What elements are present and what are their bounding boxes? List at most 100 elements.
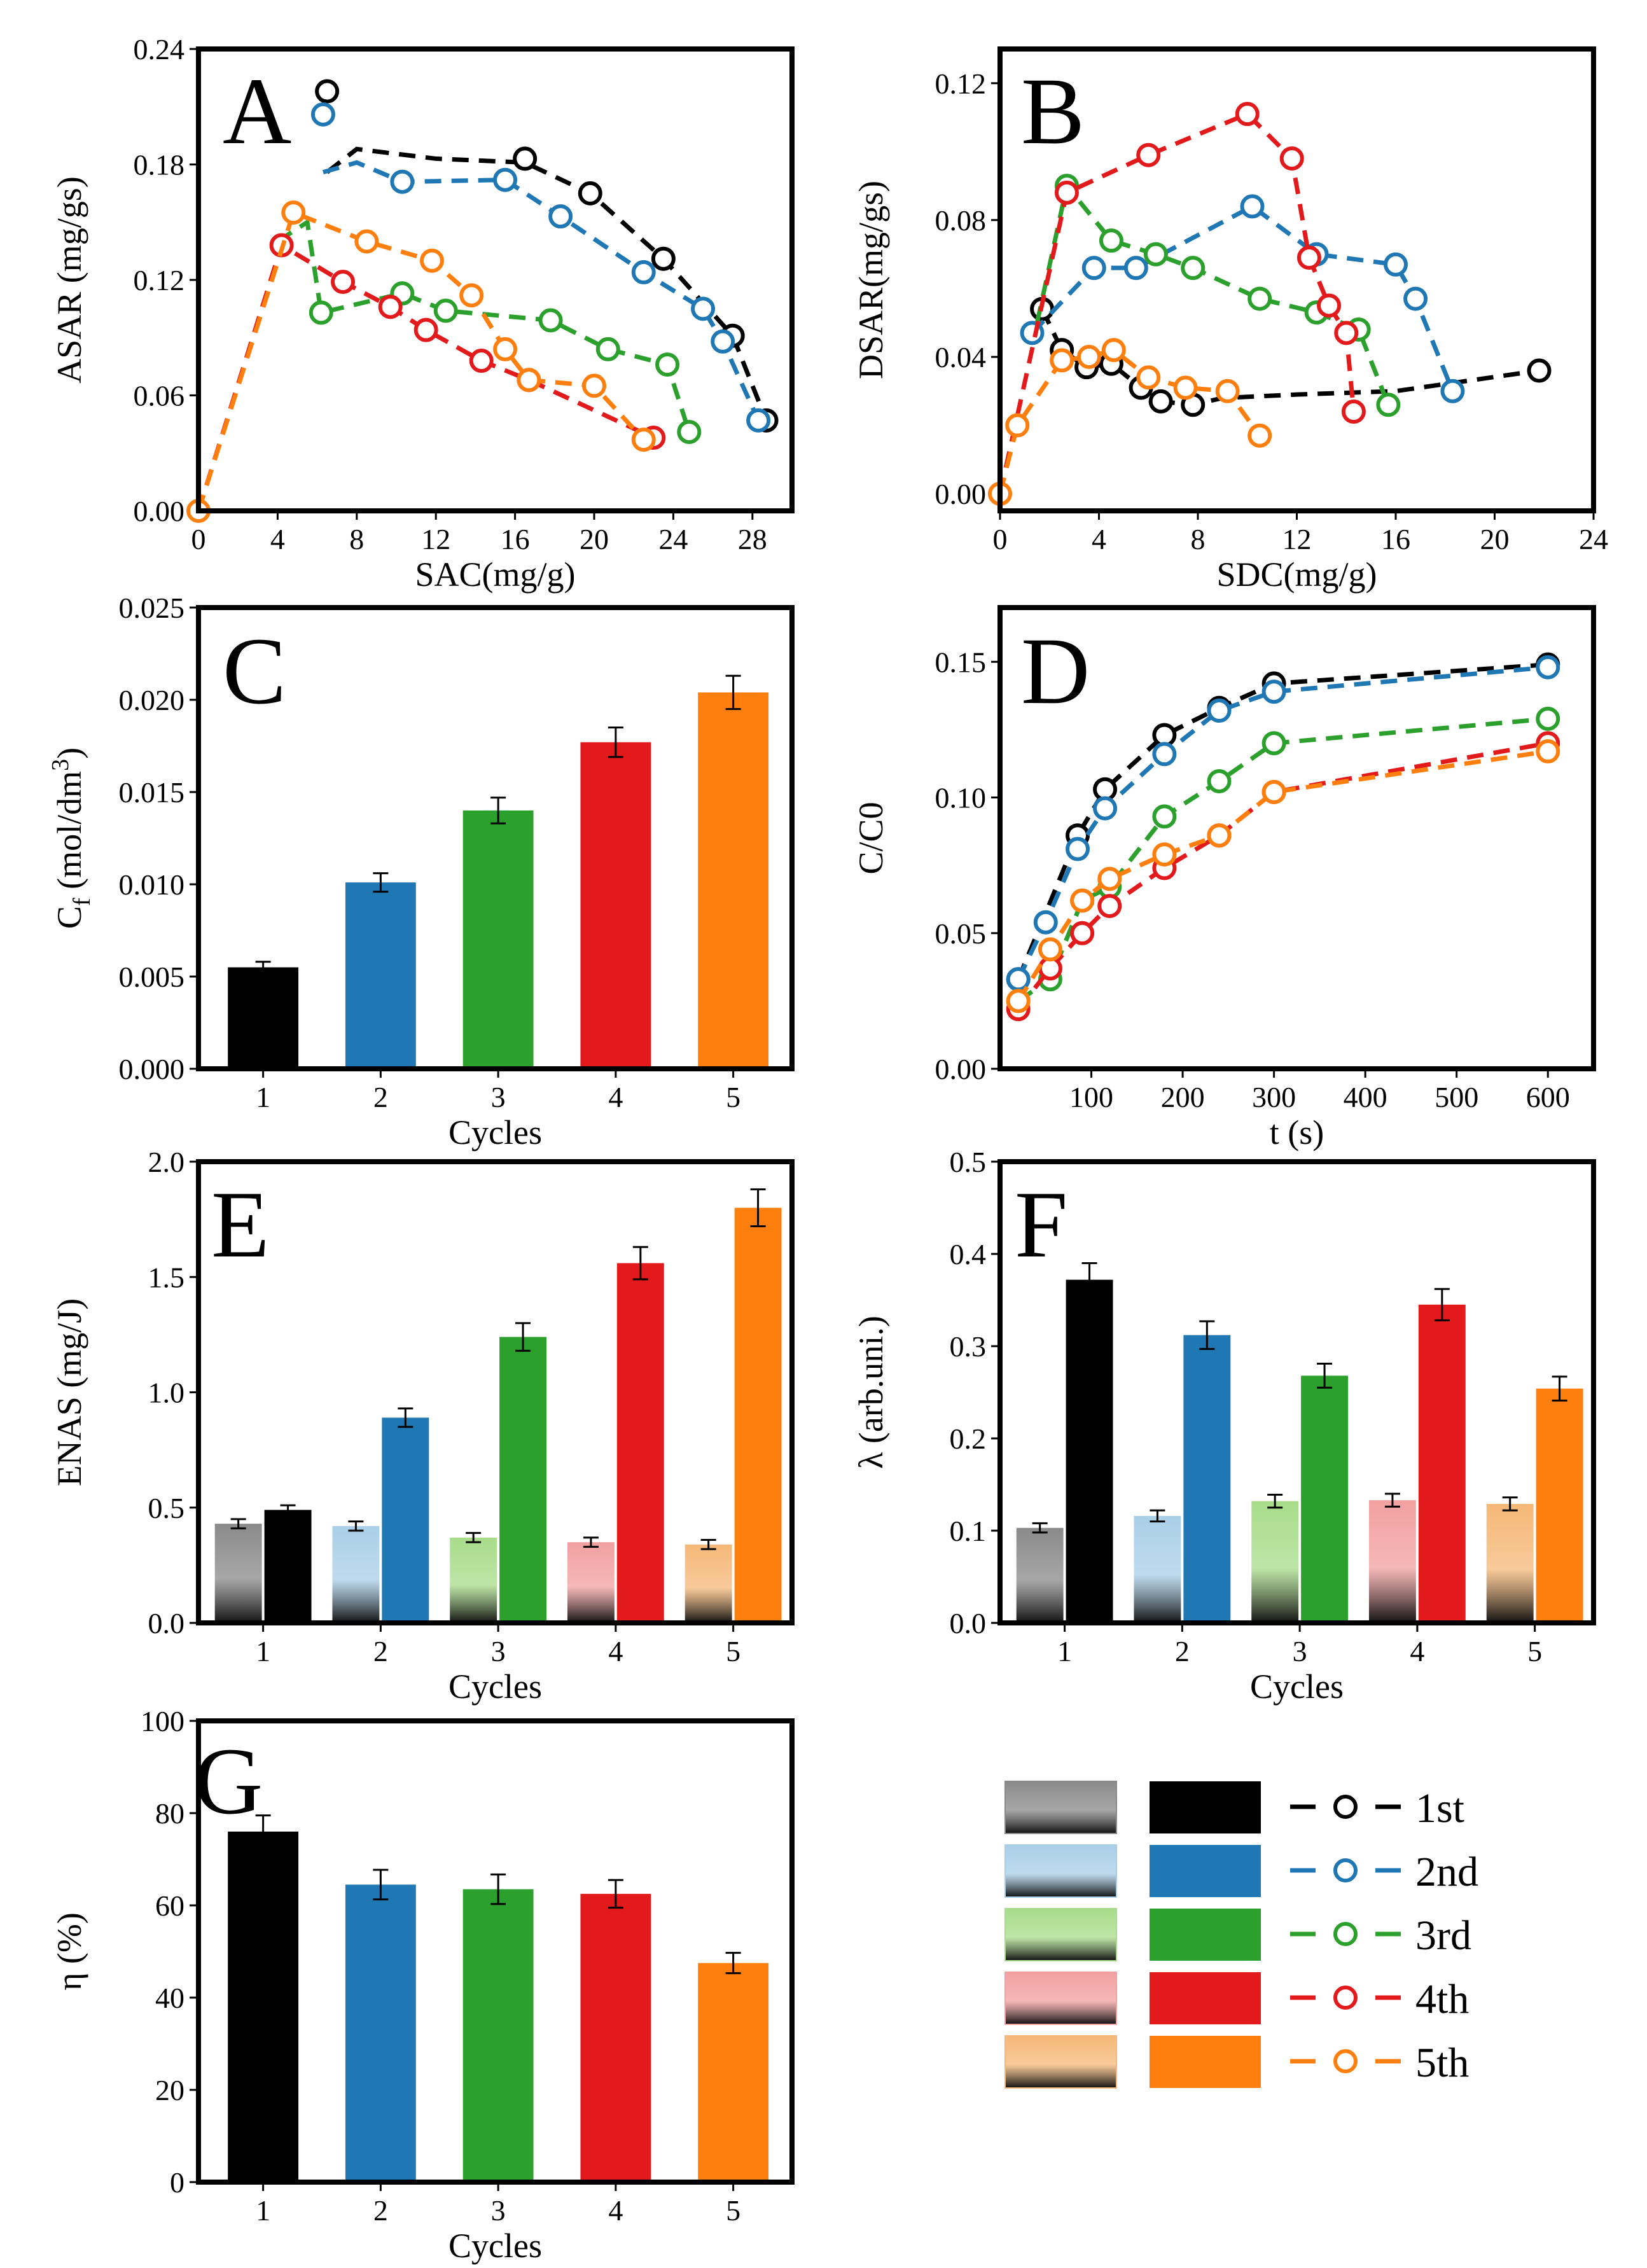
y-axis-label: ENAS (mg/J) <box>50 1298 88 1487</box>
legend-label-2nd: 2nd <box>1415 1849 1478 1895</box>
panel-E: 1 2 3 4 5 0.0 0.5 1.0 1.5 2.0 E ENAS (mg/J) Cycles <box>50 1146 795 1706</box>
series-1st-point <box>651 246 676 271</box>
series-2nd-point <box>390 169 415 194</box>
x-tick-label: 5 <box>1527 1635 1542 1667</box>
series-5th-point <box>1050 348 1074 373</box>
series-1st-point <box>513 146 538 171</box>
legend-dark-swatch-3rd <box>1150 1909 1261 1961</box>
x-tick-label: 2 <box>373 1635 388 1667</box>
y-tick-label: 0.0 <box>950 1607 987 1639</box>
series-2nd-point <box>1123 256 1148 281</box>
legend-marker-4th <box>1333 1986 1358 2010</box>
bar-dark-2 <box>1183 1335 1231 1623</box>
bar-5 <box>698 1963 769 2182</box>
plot-frame <box>196 1159 795 1625</box>
legend-label-1st: 1st <box>1415 1785 1464 1832</box>
panel-D: 100 200 300 400 500 600 0.00 0.05 0.10 0.15 D C/C0 t… <box>852 605 1596 1151</box>
x-tick-label: 20 <box>1480 523 1510 555</box>
bar-4 <box>580 742 651 1069</box>
series-5th-point <box>1215 379 1240 403</box>
series-3rd-point <box>538 308 563 333</box>
series-2nd-point <box>631 260 656 284</box>
bar-dark-5 <box>1536 1388 1583 1623</box>
legend-light-swatch-2nd <box>1004 1844 1117 1898</box>
x-axis-label: Cycles <box>1250 1667 1344 1706</box>
series-5th-line <box>997 347 1262 494</box>
series-5th-point <box>1261 780 1286 804</box>
x-axis-label: t (s) <box>1270 1113 1324 1151</box>
legend-marker-3rd <box>1333 1922 1358 1946</box>
y-tick-label: 0.5 <box>950 1146 987 1178</box>
series-5th-point <box>1070 888 1095 913</box>
series-4th-point <box>469 349 494 373</box>
series-2nd-point <box>310 102 335 127</box>
series-4th-point <box>1097 894 1122 919</box>
series-5th-point <box>1076 345 1101 369</box>
series-4th-point <box>1341 400 1366 424</box>
panel-A: 0 4 8 12 16 20 24 28 0.00 0.06 0.12 0.18 0.24 A ASAR (… <box>50 33 795 594</box>
y-axis-label: Cf (mol/dm3) <box>47 748 95 929</box>
bar-dark-3 <box>499 1337 547 1623</box>
y-tick-label: 0.4 <box>950 1238 987 1270</box>
panel-letter: F <box>1015 1172 1067 1277</box>
x-tick-label: 600 <box>1526 1081 1570 1113</box>
series-3rd-point <box>433 298 458 323</box>
series-5th-point <box>493 337 518 361</box>
y-tick-label: 0 <box>170 2166 184 2199</box>
legend-light-swatch-4th <box>1004 1972 1117 2025</box>
series-2nd-point <box>746 408 771 433</box>
series-4th-line <box>997 111 1356 494</box>
y-tick-label: 0.18 <box>134 149 185 181</box>
x-tick-label: 12 <box>421 523 450 555</box>
legend: 1st 2nd 3rd 4th 5th <box>1004 1781 1478 2089</box>
y-tick-label: 1.5 <box>148 1261 185 1293</box>
legend-dark-swatch-4th <box>1150 1972 1261 2024</box>
bar-3 <box>462 810 534 1069</box>
y-tick-label: 0.000 <box>119 1053 185 1085</box>
bar-dark-1 <box>1066 1279 1113 1623</box>
bar-light-1 <box>214 1524 262 1623</box>
series-4th-point <box>1334 321 1359 345</box>
x-tick-label: 400 <box>1344 1081 1387 1113</box>
series-3rd-point <box>1247 286 1272 311</box>
series-4th-point <box>1296 246 1321 270</box>
series-5th-point <box>582 373 606 398</box>
series-3rd-point <box>655 352 680 377</box>
bar-3 <box>462 1889 534 2182</box>
y-tick-label: 100 <box>141 1705 184 1737</box>
series-5th-point <box>1101 338 1126 363</box>
bar-light-3 <box>450 1537 497 1623</box>
plot-frame <box>997 1159 1596 1625</box>
x-tick-label: 2 <box>373 2194 388 2227</box>
series-3rd-point <box>1181 256 1206 281</box>
y-tick-label: 0.08 <box>935 204 987 237</box>
panel-letter: E <box>211 1172 270 1277</box>
series-2nd-point <box>1440 379 1465 403</box>
y-axis-label: λ (arb.uni.) <box>852 1316 890 1469</box>
x-tick-label: 300 <box>1252 1081 1296 1113</box>
x-tick-label: 1 <box>256 2194 270 2227</box>
x-tick-label: 3 <box>491 1081 506 1113</box>
series-2nd-point <box>1261 679 1286 704</box>
series-1st-point <box>578 181 602 205</box>
x-tick-label: 200 <box>1161 1081 1205 1113</box>
legend-marker-5th <box>1333 2049 1358 2073</box>
panel-F: 1 2 3 4 5 0.0 0.1 0.2 0.3 0.4 0.5 Fλ (arb.uni.) Cycl… <box>852 1146 1596 1706</box>
y-tick-label: 0.05 <box>935 917 987 950</box>
x-axis-label: SDC(mg/g) <box>1216 555 1377 594</box>
series-3rd-point <box>1536 706 1560 731</box>
x-tick-label: 4 <box>1410 1635 1424 1667</box>
x-tick-label: 5 <box>726 1635 740 1667</box>
legend-marker-2nd <box>1333 1858 1358 1882</box>
series-2nd-point <box>493 167 518 192</box>
legend-dark-swatch-2nd <box>1150 1845 1261 1897</box>
series-2nd-point <box>1066 837 1090 861</box>
y-tick-label: 0.0 <box>148 1607 185 1639</box>
y-tick-label: 0.020 <box>119 684 185 716</box>
series-5th-point <box>419 248 444 273</box>
series-2nd-point <box>1403 286 1428 311</box>
series-3rd-line <box>276 218 691 433</box>
x-axis-label: Cycles <box>448 1113 542 1151</box>
